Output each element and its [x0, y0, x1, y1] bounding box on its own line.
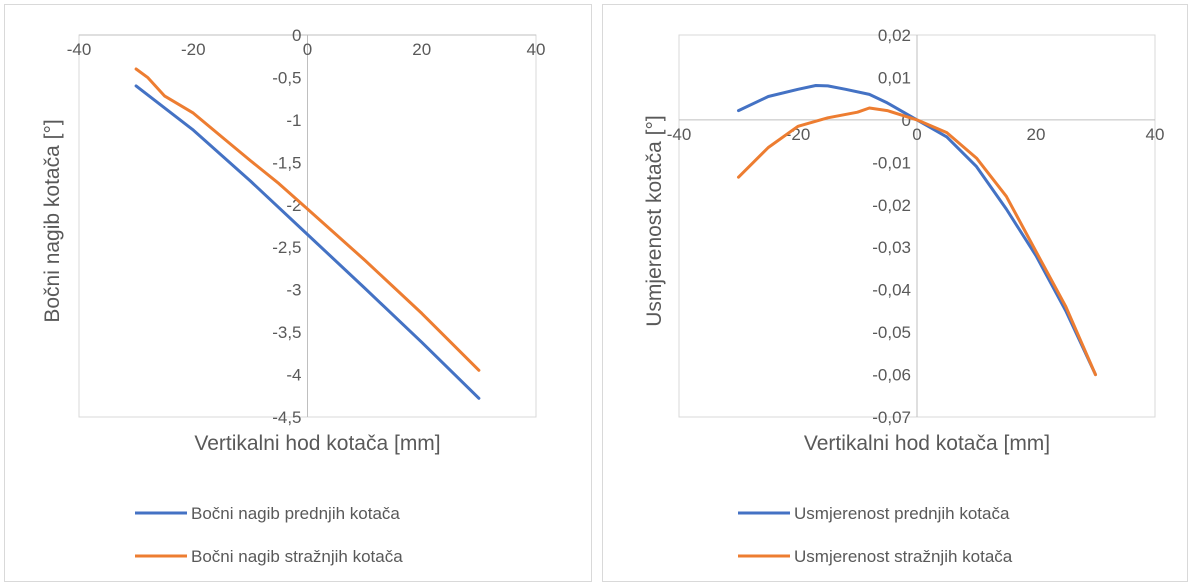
x-axis-title: Vertikalni hod kotača [mm]: [194, 432, 440, 455]
x-tick-label: -40: [667, 125, 692, 144]
x-tick-label: 0: [912, 125, 921, 144]
x-tick-label: 40: [1146, 125, 1165, 144]
toe-chart: -40 -20 0 20 400,020,010-0,01-0,02-0,03-0,04…: [643, 26, 1165, 566]
camber-chart: -40 -20 0 20 400-0,5-1-1,5-2-2,5-3-3,5-4-4,5…: [41, 26, 546, 566]
x-tick-label: 20: [1027, 125, 1046, 144]
chart-right-panel: -40 -20 0 20 40 0,02 0,01 0 -0,01 -0,02 -0,03 -0,04…: [602, 4, 1188, 582]
y-tick-label: 0: [292, 26, 301, 45]
x-tick-label: -20: [181, 40, 206, 59]
y-tick-label: -0,07: [872, 408, 911, 427]
x-tick-label: 40: [527, 40, 546, 59]
legend-label-rear: Bočni nagib stražnjih kotača: [191, 547, 403, 566]
x-tick-label: 0: [303, 40, 312, 59]
y-tick-label: 0,01: [878, 68, 911, 87]
legend-label-rear: Usmjerenost stražnjih kotača: [794, 547, 1013, 566]
series-line-rear: [134, 67, 481, 372]
y-axis-title: Usmjerenost kotača [°]: [643, 115, 666, 326]
series-line-front: [737, 84, 1097, 377]
y-tick-label: -0,03: [872, 238, 911, 257]
y-tick-label: -4,5: [272, 408, 301, 427]
y-tick-label: -3: [286, 281, 301, 300]
y-tick-label: -0,04: [872, 281, 911, 300]
series-line-rear: [737, 106, 1097, 377]
y-tick-label: -0,05: [872, 323, 911, 342]
x-axis-title: Vertikalni hod kotača [mm]: [804, 432, 1050, 455]
series-line-front: [134, 84, 481, 400]
y-tick-label: -4: [286, 366, 301, 385]
y-axis-title: Bočni nagib kotača [°]: [41, 119, 64, 322]
y-tick-label: -3,5: [272, 323, 301, 342]
x-tick-label: -40: [67, 40, 92, 59]
y-tick-label: -1: [286, 111, 301, 130]
y-tick-label: 0: [902, 111, 911, 130]
y-tick-label: 0,02: [878, 26, 911, 45]
legend-label-front: Bočni nagib prednjih kotača: [191, 504, 400, 523]
legend-label-front: Usmjerenost prednjih kotača: [794, 504, 1010, 523]
y-tick-label: -0,01: [872, 153, 911, 172]
x-tick-label: 20: [412, 40, 431, 59]
y-tick-label: -0,02: [872, 196, 911, 215]
y-tick-label: -1,5: [272, 153, 301, 172]
y-tick-label: -0,06: [872, 366, 911, 385]
chart-left-panel: -40 -20 0 20 40 0 -0,5 -1 -1,5 -2 -2,5 -3 -3,5 -4 -4,5…: [4, 4, 592, 582]
y-tick-label: -2,5: [272, 238, 301, 257]
y-tick-label: -0,5: [272, 68, 301, 87]
